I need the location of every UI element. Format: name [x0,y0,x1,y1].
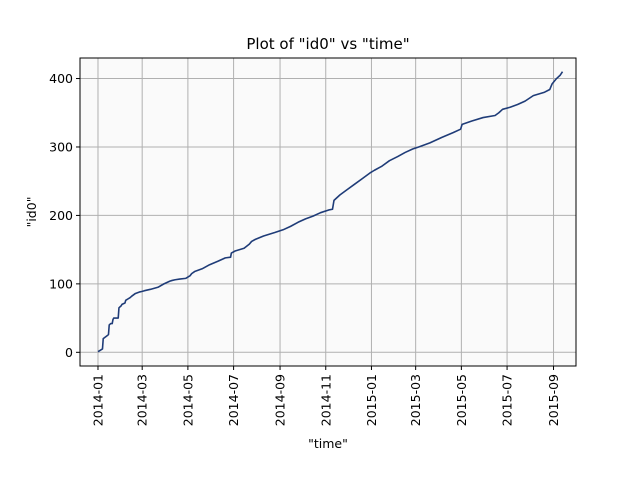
x-axis-ticks: 2014-01 2014-03 2014-05 2014-07 2014-09 2014-… [90,366,561,426]
series-line [97,71,564,353]
x-tick-label: 2014-07 [226,374,241,426]
grid-lines [80,58,576,366]
y-tick-label: 100 [49,276,73,291]
x-axis-label: "time" [308,436,348,451]
y-axis-label: "id0" [24,197,39,228]
x-tick-label: 2014-03 [135,374,150,426]
y-axis-ticks: 0 100 200 300 400 [49,71,80,360]
x-tick-label: 2015-09 [546,374,561,426]
y-tick-label: 200 [49,208,73,223]
x-tick-label: 2015-07 [500,374,515,426]
series-group [97,71,564,353]
y-tick-label: 300 [49,139,73,154]
x-tick-label: 2014-09 [273,374,288,426]
x-tick-label: 2014-01 [90,374,105,426]
plot-frame [79,57,577,367]
x-tick-label: 2015-01 [364,374,379,426]
x-tick-label: 2014-05 [180,374,195,426]
y-tick-label: 0 [65,345,73,360]
x-tick-label: 2014-11 [318,374,333,426]
y-tick-label: 400 [49,71,73,86]
x-tick-label: 2015-05 [454,374,469,426]
plot-area [80,58,576,366]
x-tick-label: 2015-03 [408,374,423,426]
chart-title: Plot of "id0" vs "time" [246,35,409,53]
